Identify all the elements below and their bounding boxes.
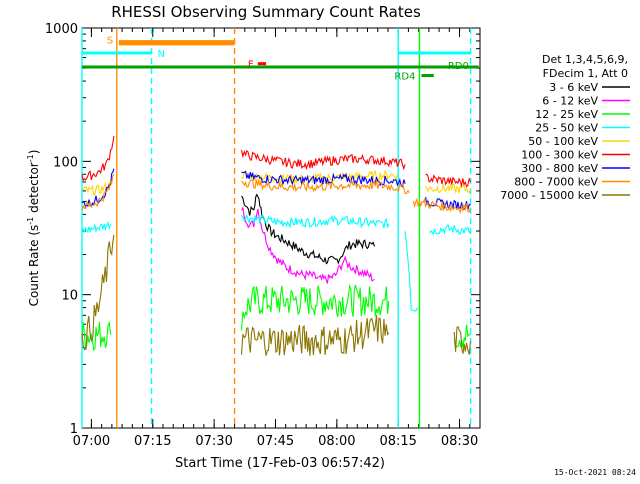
annotation-label-n: N — [158, 49, 165, 60]
series-line-2 — [240, 283, 390, 331]
series-line-3 — [429, 223, 471, 236]
legend-entry-label: 6 - 12 keV — [542, 95, 598, 108]
annotation-label-f: F — [248, 60, 254, 71]
x-axis-label: Start Time (17-Feb-03 06:57:42) — [175, 456, 385, 471]
x-tick-label: 07:15 — [134, 434, 171, 449]
series-line-2 — [453, 324, 471, 350]
x-tick-label: 07:45 — [257, 434, 294, 449]
series-line-4 — [81, 181, 112, 197]
series-line-4 — [425, 183, 472, 194]
annotation-label-s: S — [107, 36, 113, 47]
legend-header-2: FDecim 1, Att 0 — [543, 67, 628, 80]
annotation-label-rd4: RD4 — [394, 72, 415, 83]
series-line-8 — [81, 234, 115, 351]
series-line-1 — [241, 206, 375, 284]
annotation-label-rd0: RD0 — [448, 61, 469, 72]
legend-entry-label: 800 - 7000 keV — [514, 176, 598, 189]
x-tick-label: 08:15 — [379, 434, 416, 449]
legend-entry-label: 50 - 100 keV — [528, 135, 598, 148]
series-line-7 — [241, 179, 410, 195]
series-line-5 — [425, 173, 472, 188]
y-axis-label: Count Rate (s-1 detector-1) — [26, 150, 41, 307]
legend-entry-label: 300 - 800 keV — [521, 162, 598, 175]
series-line-7 — [81, 174, 115, 210]
x-tick-label: 07:00 — [73, 434, 110, 449]
x-tick-label: 08:00 — [318, 434, 355, 449]
legend: Det 1,3,4,5,6,9, FDecim 1, Att 0 3 - 6 k… — [500, 53, 630, 202]
y-tick-label: 10 — [61, 289, 78, 304]
legend-entry-label: 100 - 300 keV — [521, 149, 598, 162]
chart-title: RHESSI Observing Summary Count Rates — [111, 3, 421, 21]
plot-area: 1 10 100 1000 07:00 07:15 07:30 07:45 08:00 08:15… — [45, 22, 481, 449]
y-tick-label: 100 — [53, 155, 78, 170]
legend-header-1: Det 1,3,4,5,6,9, — [542, 53, 628, 66]
plot-frame — [81, 27, 481, 429]
legend-entry-label: 25 - 50 keV — [535, 122, 598, 135]
series-line-8 — [240, 315, 390, 356]
timestamp: 15-Oct-2021 08:24 — [554, 468, 636, 477]
y-tick-label: 1000 — [45, 22, 78, 37]
series-line-3 — [241, 214, 390, 229]
series-line-7 — [412, 197, 472, 214]
series-line-5 — [240, 149, 406, 171]
y-tick-label: 1 — [70, 422, 78, 437]
x-tick-label: 07:30 — [195, 434, 232, 449]
series-line-3 — [81, 220, 112, 234]
legend-entry-label: 3 - 6 keV — [549, 81, 598, 94]
series-line-4 — [241, 169, 398, 185]
series-line-6 — [241, 170, 406, 188]
series-line-8 — [453, 326, 472, 355]
legend-entry-label: 12 - 25 keV — [535, 108, 598, 121]
legend-entry-label: 7000 - 15000 keV — [500, 189, 598, 202]
series-line-5 — [81, 135, 115, 182]
series-line-3 — [404, 231, 418, 312]
x-tick-label: 08:30 — [441, 434, 478, 449]
